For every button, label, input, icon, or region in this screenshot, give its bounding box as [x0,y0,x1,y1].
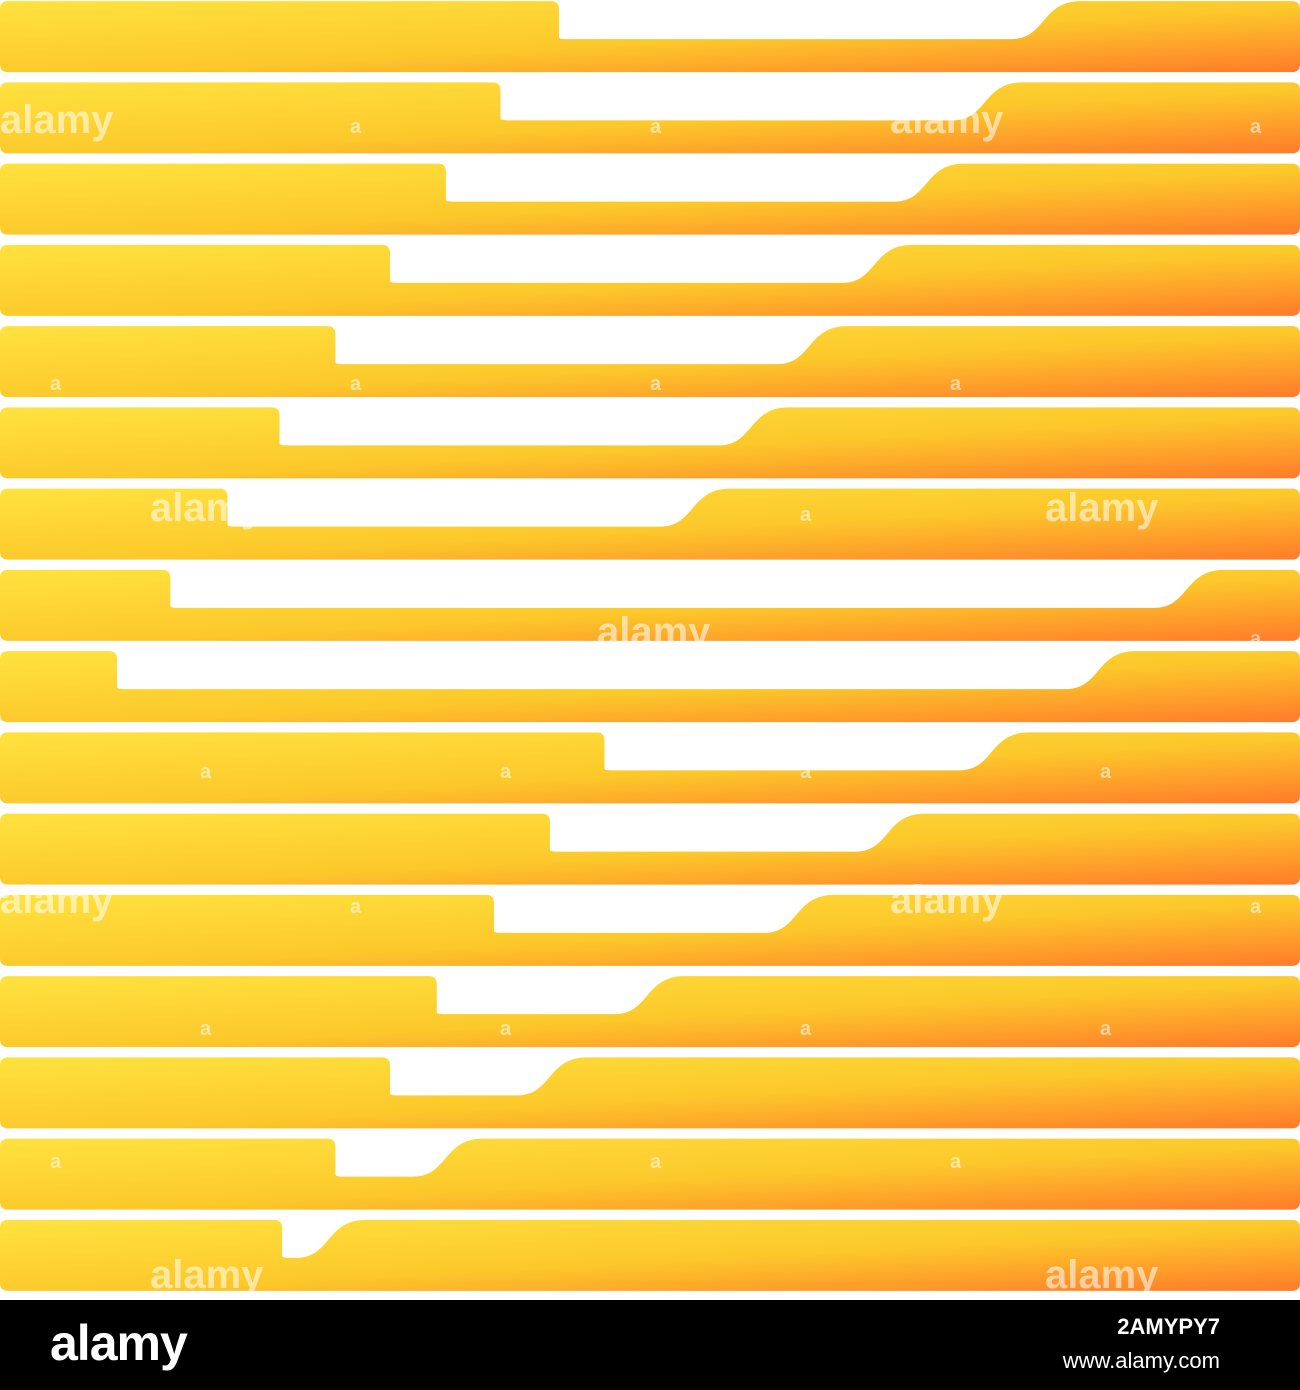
watermark-text: a [800,761,812,783]
image-id: 2AMYPY7 [1117,1314,1220,1339]
watermark-text: a [1250,896,1262,918]
stripe-bar [0,651,1300,723]
watermark-text: a [50,373,62,395]
stripe-bar [0,407,1300,479]
watermark-text: a [1100,1018,1112,1040]
watermark-text: a [350,1151,362,1173]
stripe-bar [0,1138,1300,1210]
stripe-bar [0,569,1300,641]
watermark-text: a [200,761,212,783]
watermark-text: a [200,1018,212,1040]
watermark-text: a [500,1018,512,1040]
watermark-text: alamy [0,878,114,922]
watermark-text: alamy [1045,1253,1159,1297]
watermark-text: a [500,761,512,783]
watermark-text: a [1250,116,1262,138]
watermark-text: alamy [0,98,114,142]
watermark-text: a [350,373,362,395]
watermark-text: alamy [597,610,711,654]
watermark-text: a [800,504,812,526]
watermark-text: a [950,373,962,395]
watermark-text: a [650,373,662,395]
stripe-bar [0,1057,1300,1129]
stripe-bar [0,1219,1300,1291]
stripe-group [0,1,1300,1291]
stripe-bar [0,244,1300,316]
watermark-text: a [50,1151,62,1173]
watermark-text: alamy [1045,486,1159,530]
artwork: alamy a a alamy a a a a a alamy a alamy alamy a a a a a al… [0,1,1300,1297]
watermark-text: alamy [890,878,1004,922]
watermark-text: a [350,116,362,138]
stripe-bar [0,488,1300,560]
stripe-bar [0,894,1300,966]
watermark-group: alamy a a alamy a a a a a alamy a alamy alamy a a a a a al… [0,98,1262,1297]
watermark-text: a [650,1151,662,1173]
stripe-bar [0,732,1300,804]
watermark-text: a [1100,761,1112,783]
stripe-bar [0,82,1300,154]
watermark-text: alamy [890,98,1004,142]
stripe-bar [0,976,1300,1048]
watermark-text: alamy [150,486,264,530]
footer-bar: alamy 2AMYPY7 www.alamy.com [0,1300,1300,1390]
watermark-text: a [350,896,362,918]
watermark-text: a [1250,628,1262,650]
stripe-bar [0,326,1300,398]
striped-gradient-artwork: alamy a a alamy a a a a a alamy a alamy alamy a a a a a al… [0,1,1300,1297]
watermark-text: alamy [150,1253,264,1297]
watermark-text: a [800,1018,812,1040]
brand-logo[interactable]: alamy [50,1315,188,1371]
watermark-text: a [950,1151,962,1173]
stripe-bar [0,163,1300,235]
stripe-bar [0,813,1300,885]
stripe-bar [0,1,1300,73]
watermark-text: a [650,116,662,138]
site-url[interactable]: www.alamy.com [1062,1348,1220,1373]
